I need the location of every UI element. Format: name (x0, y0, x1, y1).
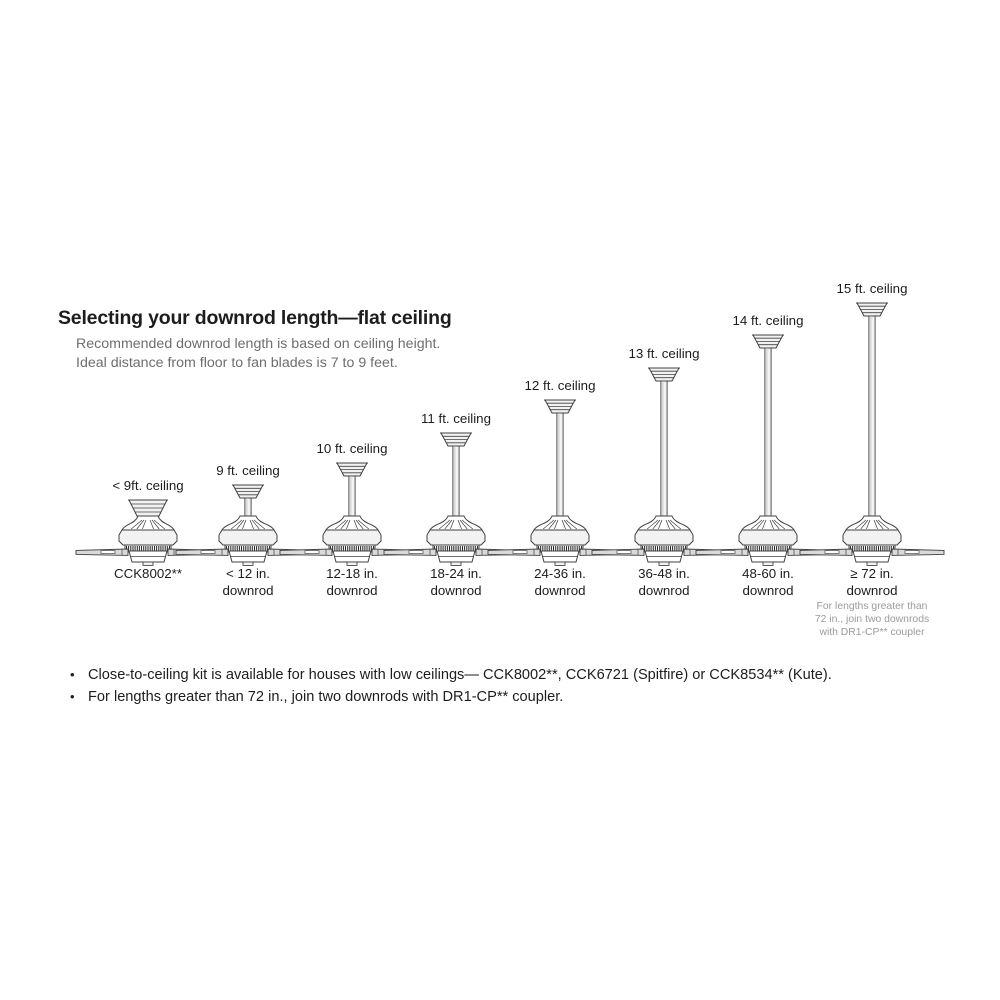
downrod-length-label: 18-24 in. downrod (376, 566, 536, 599)
downrod-length-label: 12-18 in. downrod (272, 566, 432, 599)
note-line: 72 in., join two downrods (814, 614, 930, 626)
subtitle-line-2: Ideal distance from floor to fan blades … (76, 354, 398, 371)
page-subtitle: Recommended downrod length is based on c… (76, 335, 440, 372)
downrod-length-label: 36-48 in. downrod (584, 566, 744, 599)
page-title: Selecting your downrod length—flat ceili… (58, 307, 452, 329)
downrod-label-line-1: 24-36 in. (534, 566, 586, 581)
fan-column: 14 ft. ceiling 48-60 in. downrod (688, 0, 848, 660)
downrod-label-line-2: downrod (534, 582, 586, 598)
downrod-length-label: 24-36 in. downrod (480, 566, 640, 599)
ceiling-height-label: 14 ft. ceiling (732, 313, 804, 328)
downrod-length-label: < 12 in. downrod (168, 566, 328, 599)
downrod-label-line-1: 12-18 in. (326, 566, 378, 581)
subtitle-line-1: Recommended downrod length is based on c… (76, 336, 441, 352)
downrod-label-line-1: 48-60 in. (742, 566, 794, 581)
fan-diagram-icon (591, 367, 737, 566)
ceiling-height-label: 11 ft. ceiling (421, 411, 491, 426)
fan-column: < 9ft. ceiling CCK8002** (68, 0, 228, 660)
bullet-text: For lengths greater than 72 in., join tw… (88, 689, 564, 705)
bullet-icon: • (70, 667, 75, 682)
downrod-length-label: ≥ 72 in. downrod (792, 566, 952, 599)
downrod-label-line-1: ≥ 72 in. (850, 566, 894, 581)
downrod-coupler-note: For lengths greater than 72 in., join two… (786, 600, 958, 640)
ceiling-fan-illustration (272, 432, 432, 622)
ceiling-height-label: 10 ft. ceiling (316, 441, 388, 456)
downrod-label-line-1: 18-24 in. (430, 566, 482, 581)
note-line: For lengths greater than (816, 601, 928, 612)
note-line: with DR1-CP** coupler (819, 627, 925, 639)
downrod-label-line-2: downrod (742, 582, 794, 598)
downrod-label-line-1: 36-48 in. (638, 566, 690, 581)
downrod-label-line-1: < 12 in. (226, 566, 270, 581)
downrod-label-line-2: downrod (846, 582, 898, 598)
downrod-label-line-2: downrod (430, 582, 482, 598)
ceiling-height-label: 15 ft. ceiling (836, 281, 908, 296)
fan-column: 15 ft. ceiling ≥ 72 in. downrod For lengths… (792, 0, 952, 660)
ceiling-fan-illustration (688, 334, 848, 622)
footnote-bullet-list: • Close-to-ceiling kit is available for … (70, 664, 832, 708)
downrod-length-label: CCK8002** (68, 566, 228, 583)
ceiling-fan-illustration (792, 302, 952, 622)
bullet-text: Close-to-ceiling kit is available for ho… (88, 667, 832, 683)
downrod-label-line-2: downrod (222, 582, 274, 598)
downrod-label-line-2: downrod (638, 582, 690, 598)
ceiling-fan-illustration (68, 432, 228, 622)
ceiling-height-label: 9 ft. ceiling (216, 463, 280, 478)
fan-diagram-icon (383, 432, 529, 566)
fan-diagram-icon (75, 499, 221, 566)
fan-column: 13 ft. ceiling 36-48 in. downrod (584, 0, 744, 660)
list-item: • For lengths greater than 72 in., join … (70, 686, 832, 708)
downrod-label-line-1: CCK8002** (113, 566, 182, 581)
downrod-length-label: 48-60 in. downrod (688, 566, 848, 599)
ceiling-height-label: 12 ft. ceiling (524, 378, 596, 393)
fan-column: 10 ft. ceiling 12-18 in. downrod (272, 0, 432, 660)
list-item: • Close-to-ceiling kit is available for … (70, 664, 832, 686)
ceiling-height-label: < 9ft. ceiling (112, 478, 184, 493)
fan-column: 11 ft. ceiling 18-24 in. downrod (376, 0, 536, 660)
fan-diagram-icon (799, 302, 945, 566)
ceiling-fan-illustration (584, 367, 744, 622)
fan-diagram-icon (695, 334, 841, 566)
bullet-icon: • (70, 689, 75, 704)
ceiling-height-label: 13 ft. ceiling (628, 346, 700, 361)
downrod-label-line-2: downrod (326, 582, 378, 598)
ceiling-fan-illustration (376, 432, 536, 622)
fan-diagram-icon (279, 462, 425, 566)
